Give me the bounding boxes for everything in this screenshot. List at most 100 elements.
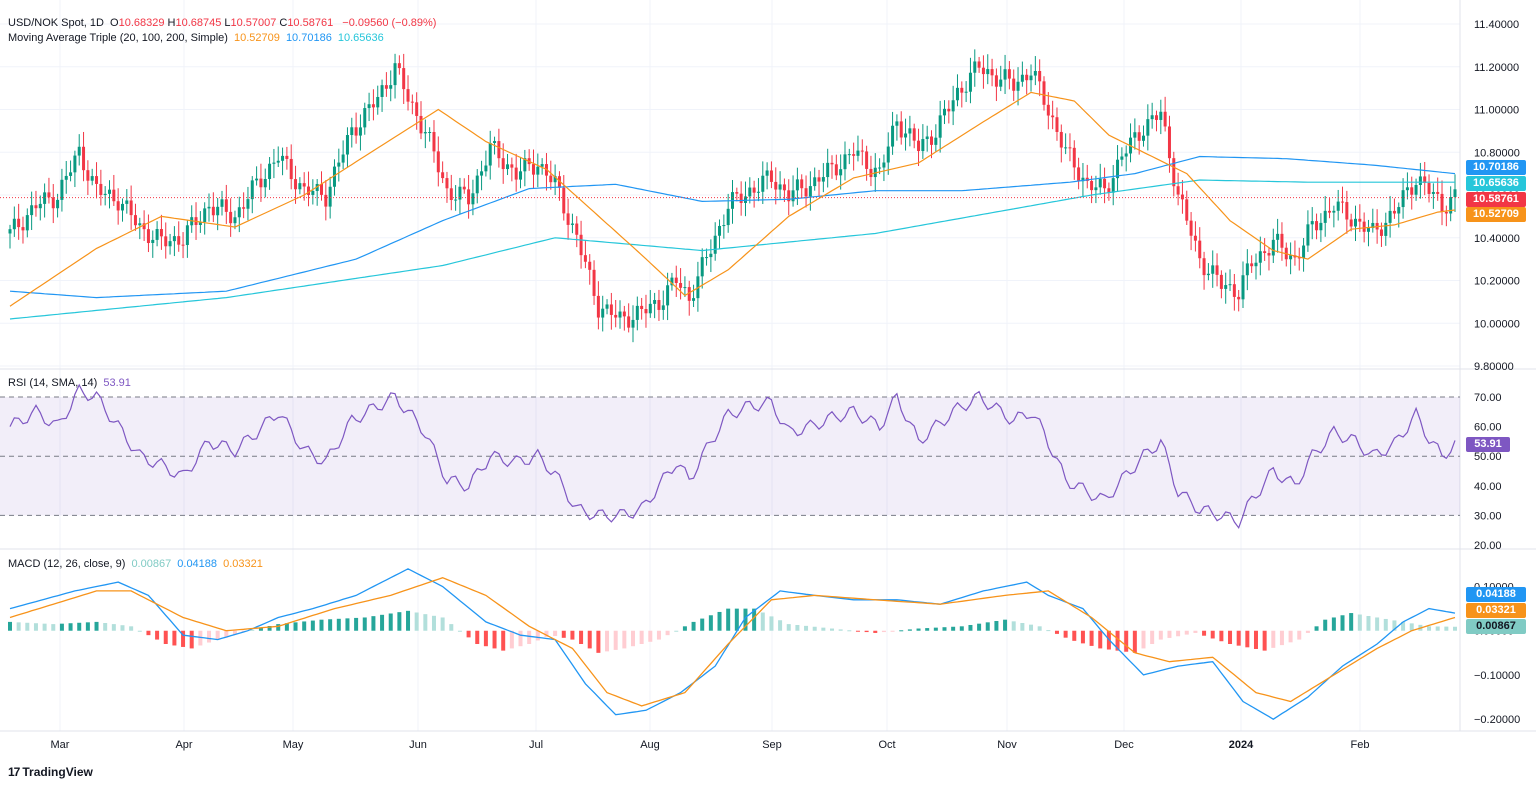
macd-histogram-bar bbox=[129, 626, 134, 631]
macd-histogram-bar bbox=[267, 626, 272, 631]
macd-histogram-bar bbox=[717, 611, 722, 631]
candle-body bbox=[1237, 296, 1241, 300]
candle-body bbox=[185, 225, 189, 246]
candle-body bbox=[1211, 265, 1215, 274]
macd-histogram-bar bbox=[1228, 630, 1233, 644]
candle-body bbox=[782, 184, 786, 191]
macd-histogram-bar bbox=[1029, 624, 1034, 631]
macd-histogram-bar bbox=[16, 622, 21, 631]
candle-body bbox=[181, 244, 185, 246]
macd-histogram-bar bbox=[172, 630, 177, 646]
macd-histogram-bar bbox=[207, 630, 212, 643]
candle-body bbox=[514, 167, 518, 180]
macd-histogram-bar bbox=[59, 623, 64, 631]
candle-body bbox=[718, 225, 722, 236]
x-tick-label: 2024 bbox=[1229, 739, 1254, 751]
candle-body bbox=[536, 166, 540, 175]
candle-body bbox=[475, 175, 479, 194]
candle-body bbox=[488, 143, 492, 166]
candle-body bbox=[1098, 178, 1102, 188]
candle-body bbox=[164, 236, 168, 247]
badge-ma200: 10.65636 bbox=[1466, 176, 1526, 191]
candle-body bbox=[687, 287, 691, 301]
axes: Mar Apr May Jun Jul Aug Sep Oct Nov Dec 2024 Feb 11.… bbox=[51, 19, 1521, 751]
macd-histogram-bar bbox=[630, 630, 635, 647]
candle-body bbox=[30, 205, 34, 216]
candle-body bbox=[108, 189, 112, 194]
macd-histogram-bar bbox=[518, 630, 523, 647]
candle-body bbox=[774, 181, 778, 190]
candle-body bbox=[540, 164, 544, 167]
candle-body bbox=[1250, 263, 1254, 267]
macd-histogram-bar bbox=[1054, 630, 1059, 634]
macd-histogram-bar bbox=[682, 626, 687, 631]
candle-body bbox=[510, 164, 514, 168]
candle-body bbox=[709, 253, 713, 258]
candle-body bbox=[263, 178, 267, 188]
candle-body bbox=[653, 300, 657, 304]
candle-body bbox=[69, 172, 73, 176]
candle-body bbox=[1254, 262, 1258, 267]
candle-body bbox=[1228, 284, 1232, 286]
candle-body bbox=[1206, 273, 1210, 276]
candle-body bbox=[82, 146, 86, 171]
candle-body bbox=[761, 175, 765, 192]
candle-body bbox=[1267, 253, 1271, 256]
candle-body bbox=[670, 277, 674, 286]
candle-body bbox=[891, 125, 895, 147]
x-tick-label: May bbox=[283, 739, 304, 751]
candle-body bbox=[1323, 210, 1327, 223]
candle-body bbox=[1297, 257, 1301, 259]
candle-body bbox=[133, 215, 137, 226]
candle-body bbox=[834, 164, 838, 176]
candle-body bbox=[501, 158, 505, 170]
candle-body bbox=[1349, 219, 1353, 227]
macd-histogram-bar bbox=[276, 624, 281, 631]
candle-body bbox=[1046, 104, 1050, 116]
candle-body bbox=[722, 225, 726, 227]
candle-body bbox=[324, 194, 328, 207]
pane-separators bbox=[0, 0, 1536, 732]
candle-body bbox=[964, 91, 968, 93]
candle-body bbox=[1427, 182, 1431, 194]
price-legend: USD/NOK Spot, 1D O10.68329 H10.68745 L10.5… bbox=[8, 17, 439, 30]
candle-body bbox=[1258, 251, 1262, 263]
tradingview-name: TradingView bbox=[22, 765, 93, 779]
candle-body bbox=[826, 162, 830, 178]
candle-body bbox=[371, 104, 375, 108]
candle-body bbox=[73, 155, 77, 173]
ma-label: Moving Average Triple (20, 100, 200, Sim… bbox=[8, 32, 228, 44]
macd-histogram-bar bbox=[42, 623, 47, 631]
candle-body bbox=[341, 154, 345, 163]
macd-histogram-bar bbox=[1046, 630, 1051, 632]
candle-body bbox=[289, 158, 293, 180]
macd-histogram-bar bbox=[907, 629, 912, 631]
candle-body bbox=[791, 190, 795, 202]
candle-body bbox=[129, 200, 133, 216]
candle-body bbox=[315, 183, 319, 191]
macd-histogram-bar bbox=[293, 622, 298, 631]
candle-body bbox=[423, 132, 427, 134]
macd-histogram-bar bbox=[708, 615, 713, 631]
macd-histogram-bar bbox=[1176, 630, 1181, 637]
candle-body bbox=[683, 287, 687, 289]
macd-histogram-bar bbox=[319, 619, 324, 631]
ohlc-key: C bbox=[279, 17, 288, 29]
tradingview-logo[interactable]: 17 TradingView bbox=[8, 765, 93, 779]
macd-tick-label: −0.10000 bbox=[1474, 670, 1520, 682]
candle-body bbox=[1392, 210, 1396, 214]
candle-body bbox=[1345, 202, 1349, 220]
macd-histogram-bar bbox=[1392, 620, 1397, 631]
candle-body bbox=[588, 261, 592, 270]
candle-body bbox=[354, 127, 358, 136]
candle-body bbox=[726, 208, 730, 226]
candle-body bbox=[856, 150, 860, 156]
candle-body bbox=[272, 162, 276, 164]
candle-body bbox=[246, 199, 250, 209]
candle-body bbox=[765, 170, 769, 176]
candle-body bbox=[237, 207, 241, 218]
candle-body bbox=[657, 300, 661, 310]
candle-body bbox=[1371, 222, 1375, 229]
candle-body bbox=[648, 303, 652, 314]
